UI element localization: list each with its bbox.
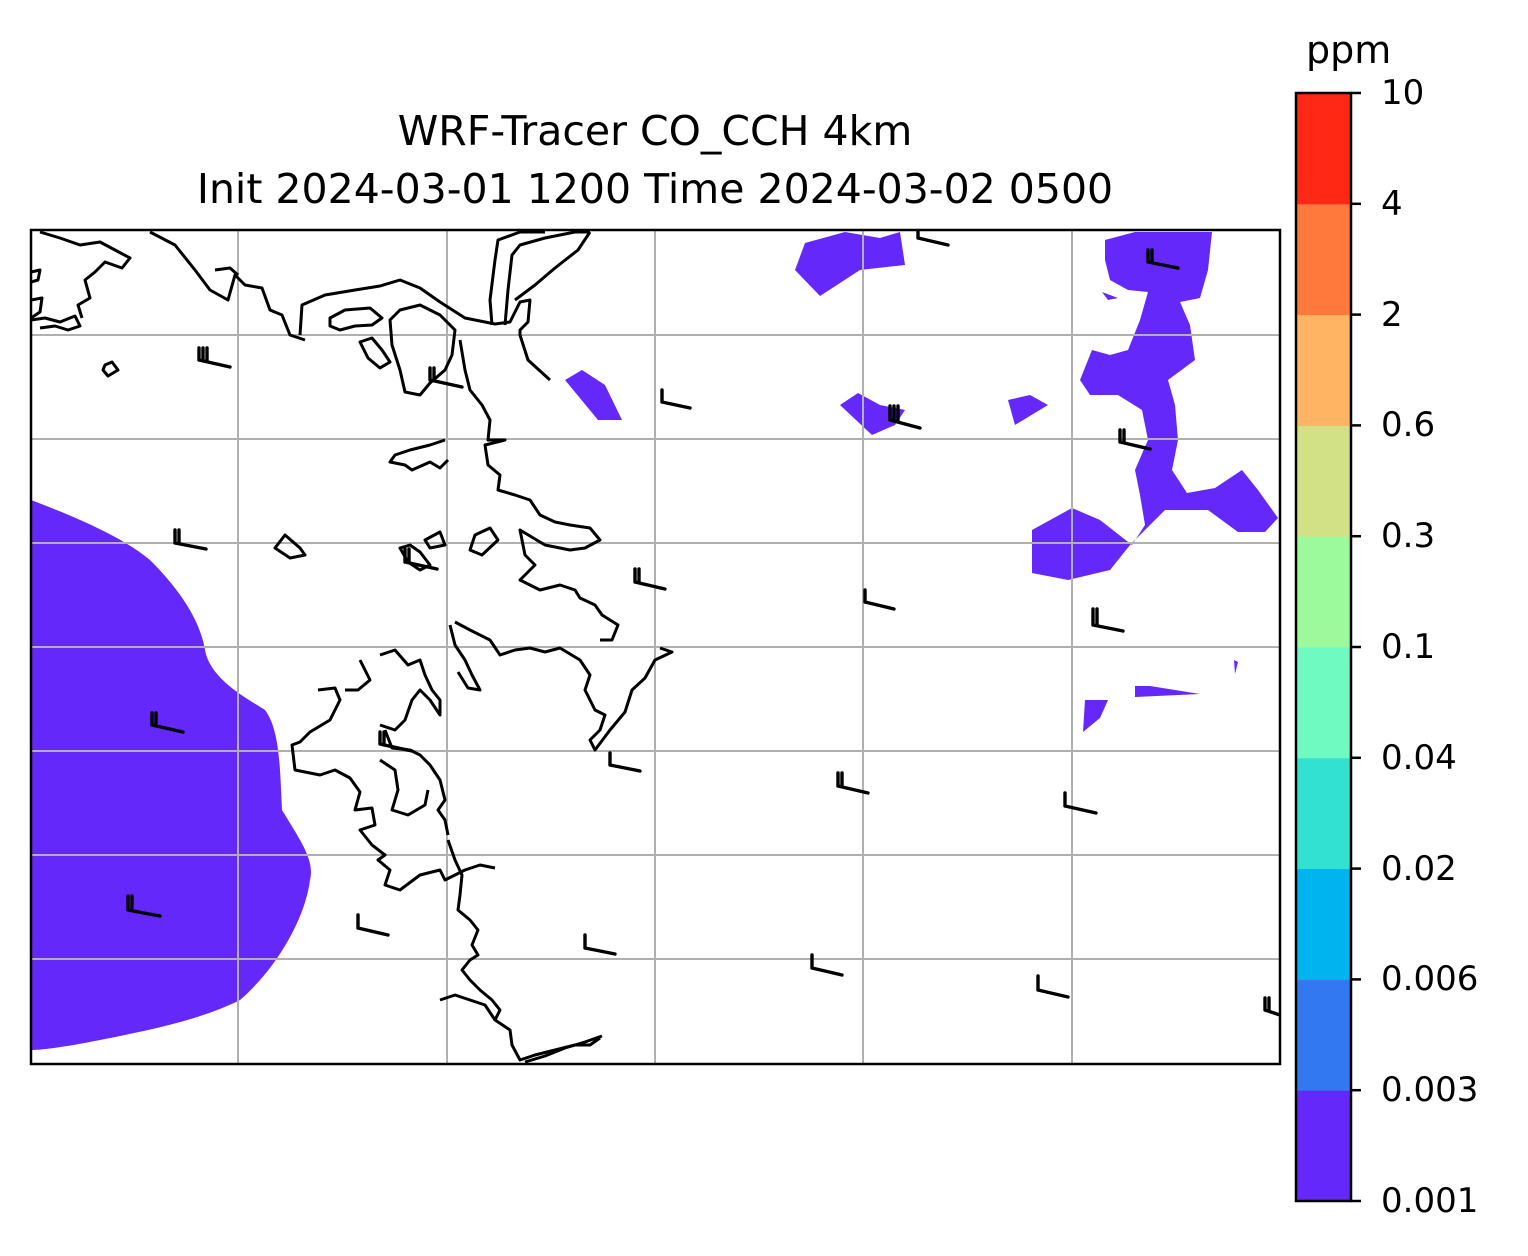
wind-barb [1263, 996, 1280, 1017]
colorbar-tick-label: 0.006 [1381, 959, 1479, 1000]
wind-barbs [126, 230, 1280, 1017]
colorbar-tick-label: 0.1 [1381, 627, 1436, 667]
map-title-line-1: WRF-Tracer CO_CCH 4km [397, 107, 913, 155]
wind-barb [150, 711, 185, 734]
colorbar-tick-label: 0.6 [1381, 405, 1436, 446]
tracer-region-small-6 [1135, 686, 1200, 697]
wind-barb [888, 404, 922, 430]
colorbar [1296, 93, 1351, 1202]
colorbar-band [1296, 425, 1351, 537]
colorbar-tick-label: 10 [1381, 73, 1425, 113]
colorbar-band [1296, 314, 1351, 426]
colorbar-units-label: ppm [1306, 28, 1392, 72]
map-title-line-2: Init 2024-03-01 1200 Time 2024-03-02 050… [196, 165, 1114, 213]
tracer-region-east [1032, 232, 1278, 580]
tracer-concentration-fill [31, 232, 1278, 1050]
colorbar-band [1296, 203, 1351, 316]
wind-barb [173, 528, 208, 551]
colorbar-band [1296, 757, 1351, 870]
wind-barb [356, 913, 390, 937]
wind-barb [660, 388, 692, 410]
tracer-region-small-5 [1083, 700, 1108, 732]
wind-barb [1146, 248, 1180, 270]
colorbar-band [1296, 1090, 1351, 1202]
wind-barb [428, 366, 464, 389]
wind-barb [836, 771, 870, 795]
tracer-region-small-3 [1008, 395, 1048, 425]
colorbar-tick-label: 4 [1381, 183, 1403, 224]
wind-barb [608, 751, 642, 773]
colorbar-band [1296, 536, 1351, 648]
wind-barb [1118, 428, 1152, 451]
colorbar-band [1296, 979, 1351, 1091]
tracer-region-small-1 [565, 370, 622, 420]
colorbar-tick-label: 0.3 [1381, 516, 1436, 557]
colorbar-tick-label: 2 [1381, 294, 1403, 335]
wind-barb [1036, 974, 1070, 999]
wind-barb [1091, 607, 1125, 633]
wind-barb [633, 567, 667, 591]
tracer-region-small-7 [1234, 660, 1238, 674]
map-panel-frame [29, 228, 1282, 1066]
tracer-region-southwest [31, 500, 311, 1050]
colorbar-tick-label: 0.003 [1381, 1070, 1479, 1111]
colorbar-tick-label: 0.02 [1381, 848, 1457, 889]
colorbar-band [1296, 868, 1351, 980]
wind-barb [126, 894, 162, 918]
colorbar-tick-label: 0.001 [1381, 1181, 1479, 1221]
coastlines [31, 230, 674, 1064]
wind-barb [197, 346, 232, 369]
tracer-region-north-center [795, 232, 905, 296]
colorbar-band [1296, 93, 1351, 205]
wind-barb [810, 953, 844, 977]
wind-barb [583, 933, 617, 956]
wind-barb [378, 730, 414, 753]
wind-barb [916, 230, 950, 247]
colorbar-band [1296, 647, 1351, 759]
wind-barb [403, 547, 439, 571]
wind-barb [863, 588, 896, 611]
colorbar-ticks [1351, 91, 1361, 1203]
colorbar-tick-label: 0.04 [1381, 737, 1457, 778]
wind-barb [1063, 791, 1098, 815]
tracer-region-small-2 [840, 393, 905, 435]
tracer-region-small-4 [1102, 292, 1118, 300]
